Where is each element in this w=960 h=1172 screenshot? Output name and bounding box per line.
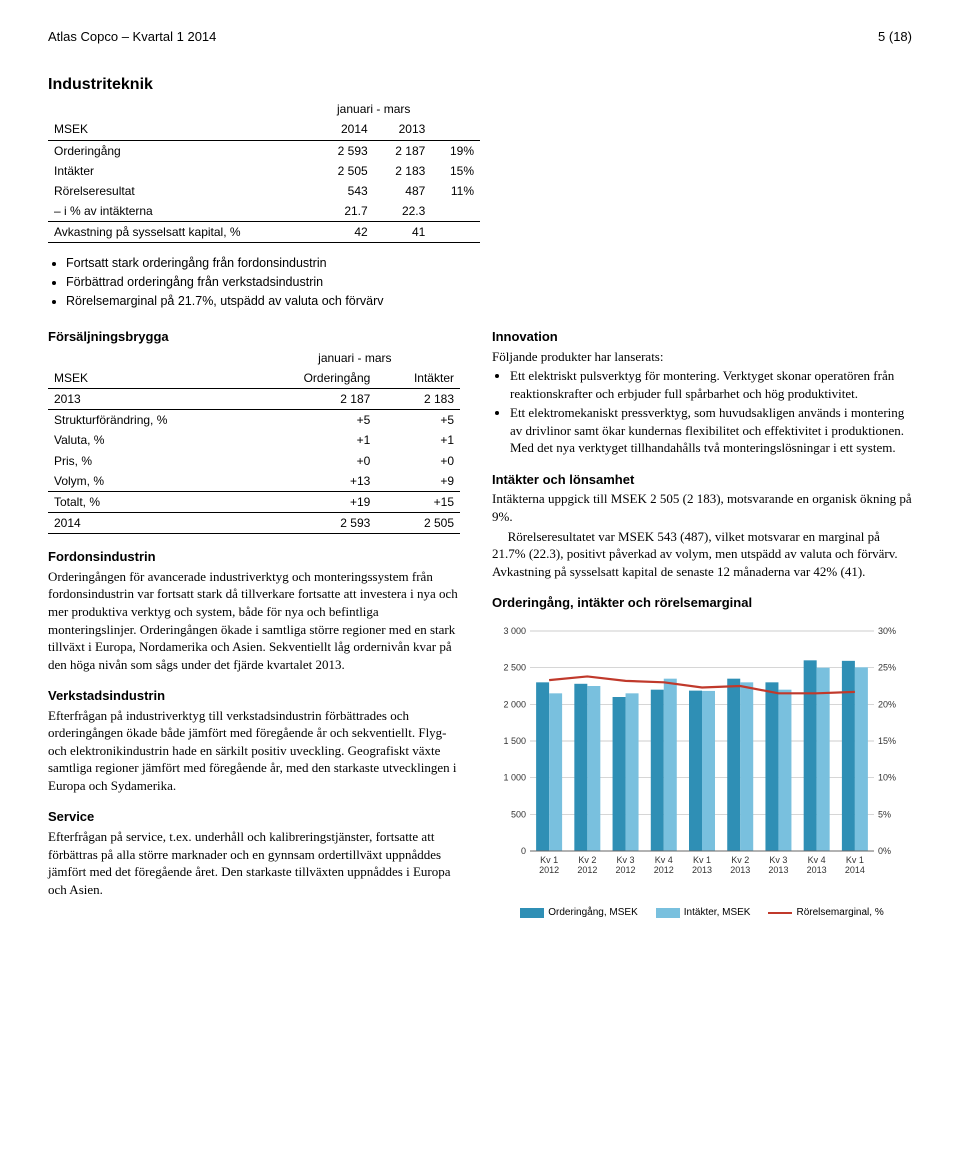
- subsection-title: Fordonsindustrin: [48, 548, 460, 566]
- profit-p2: Rörelseresultatet var MSEK 543 (487), vi…: [492, 528, 912, 581]
- svg-text:Kv 4: Kv 4: [808, 855, 826, 865]
- svg-text:1 000: 1 000: [503, 772, 526, 782]
- svg-text:Kv 2: Kv 2: [578, 855, 596, 865]
- svg-text:2 500: 2 500: [503, 662, 526, 672]
- fin-row: Rörelseresultat54348711%: [48, 181, 480, 201]
- left-column: Försäljningsbrygga januari - mars MSEK O…: [48, 328, 460, 920]
- svg-text:20%: 20%: [878, 699, 896, 709]
- svg-text:2012: 2012: [616, 865, 636, 875]
- bridge-col-1: Orderingång: [250, 368, 377, 389]
- chart: 0 500 1 000 1 500 2 000 2 500 3 000 0% 5% 10% 15% 2…: [492, 618, 912, 920]
- innovation-list: Ett elektriskt pulsverktyg för montering…: [510, 367, 912, 457]
- chart-svg: 0 500 1 000 1 500 2 000 2 500 3 000 0% 5% 10% 15% 2…: [492, 618, 912, 898]
- bridge-row: 20142 5932 505: [48, 513, 460, 534]
- chart-legend: Orderingång, MSEK Intäkter, MSEK Rörelse…: [492, 906, 912, 920]
- highlight-bullet: Förbättrad orderingång från verkstadsind…: [66, 274, 912, 291]
- chart-title: Orderingång, intäkter och rörelsemargina…: [492, 594, 912, 612]
- legend-intakter: Intäkter, MSEK: [656, 906, 751, 920]
- svg-text:Kv 1: Kv 1: [846, 855, 864, 865]
- legend-orderingang: Orderingång, MSEK: [520, 906, 638, 920]
- highlight-bullet: Rörelsemarginal på 21.7%, utspädd av val…: [66, 293, 912, 310]
- svg-text:2 000: 2 000: [503, 699, 526, 709]
- svg-text:3 000: 3 000: [503, 626, 526, 636]
- section-title: Industriteknik: [48, 74, 912, 96]
- svg-text:0: 0: [521, 846, 526, 856]
- right-column: Innovation Följande produkter har lanser…: [492, 328, 912, 920]
- subsection-title: Verkstadsindustrin: [48, 687, 460, 705]
- bridge-col-0: MSEK: [48, 368, 250, 389]
- fin-col-0: MSEK: [48, 119, 316, 140]
- bridge-row: Pris, %+0+0: [48, 451, 460, 471]
- svg-text:2013: 2013: [692, 865, 712, 875]
- svg-text:Kv 3: Kv 3: [617, 855, 635, 865]
- svg-text:Kv 3: Kv 3: [769, 855, 787, 865]
- fin-col-2: 2013: [374, 119, 432, 140]
- highlight-bullets: Fortsatt stark orderingång från fordonsi…: [66, 255, 912, 310]
- fin-row: Avkastning på sysselsatt kapital, %4241: [48, 222, 480, 243]
- innovation-intro: Följande produkter har lanserats:: [492, 348, 912, 366]
- svg-text:5%: 5%: [878, 809, 891, 819]
- svg-text:2013: 2013: [768, 865, 788, 875]
- bridge-table: januari - mars MSEK Orderingång Intäkter…: [48, 348, 460, 535]
- subsection-body: Efterfrågan på service, t.ex. underhåll …: [48, 828, 460, 898]
- svg-text:Kv 1: Kv 1: [540, 855, 558, 865]
- innovation-title: Innovation: [492, 328, 912, 346]
- innovation-item: Ett elektromekaniskt pressverktyg, som h…: [510, 404, 912, 457]
- fin-period: januari - mars: [316, 99, 431, 119]
- financial-table: januari - mars MSEK 2014 2013 Orderingån…: [48, 99, 480, 243]
- bridge-row: Valuta, %+1+1: [48, 430, 460, 450]
- svg-text:30%: 30%: [878, 626, 896, 636]
- header-left: Atlas Copco – Kvartal 1 2014: [48, 28, 216, 46]
- svg-text:2012: 2012: [539, 865, 559, 875]
- fin-row: – i % av intäkterna21.722.3: [48, 201, 480, 222]
- svg-text:2013: 2013: [730, 865, 750, 875]
- page-header: Atlas Copco – Kvartal 1 2014 5 (18): [48, 28, 912, 46]
- bridge-col-2: Intäkter: [376, 368, 460, 389]
- fin-row: Orderingång2 5932 18719%: [48, 140, 480, 161]
- highlight-bullet: Fortsatt stark orderingång från fordonsi…: [66, 255, 912, 272]
- header-right: 5 (18): [878, 28, 912, 46]
- svg-text:Kv 4: Kv 4: [655, 855, 673, 865]
- svg-text:500: 500: [511, 809, 526, 819]
- legend-margin: Rörelsemarginal, %: [768, 906, 883, 920]
- svg-text:10%: 10%: [878, 772, 896, 782]
- subsection-body: Efterfrågan på industriverktyg till verk…: [48, 707, 460, 795]
- fin-col-1: 2014: [316, 119, 374, 140]
- svg-text:2012: 2012: [577, 865, 597, 875]
- svg-text:15%: 15%: [878, 736, 896, 746]
- fin-row: Intäkter2 5052 18315%: [48, 161, 480, 181]
- bridge-row: 20132 1872 183: [48, 389, 460, 410]
- bridge-row: Volym, %+13+9: [48, 471, 460, 492]
- bridge-title: Försäljningsbrygga: [48, 328, 460, 346]
- svg-text:2014: 2014: [845, 865, 865, 875]
- innovation-item: Ett elektriskt pulsverktyg för montering…: [510, 367, 912, 402]
- bridge-period: januari - mars: [250, 348, 460, 368]
- svg-text:Kv 1: Kv 1: [693, 855, 711, 865]
- bridge-row: Totalt, %+19+15: [48, 491, 460, 512]
- svg-text:25%: 25%: [878, 662, 896, 672]
- svg-text:0%: 0%: [878, 846, 891, 856]
- svg-text:2013: 2013: [807, 865, 827, 875]
- subsection-body: Orderingången för avancerade industriver…: [48, 568, 460, 673]
- profit-title: Intäkter och lönsamhet: [492, 471, 912, 489]
- profit-p1: Intäkterna uppgick till MSEK 2 505 (2 18…: [492, 490, 912, 525]
- bridge-row: Strukturförändring, %+5+5: [48, 410, 460, 431]
- subsection-title: Service: [48, 808, 460, 826]
- fin-col-3: [431, 119, 480, 140]
- svg-text:1 500: 1 500: [503, 736, 526, 746]
- svg-text:Kv 2: Kv 2: [731, 855, 749, 865]
- svg-text:2012: 2012: [654, 865, 674, 875]
